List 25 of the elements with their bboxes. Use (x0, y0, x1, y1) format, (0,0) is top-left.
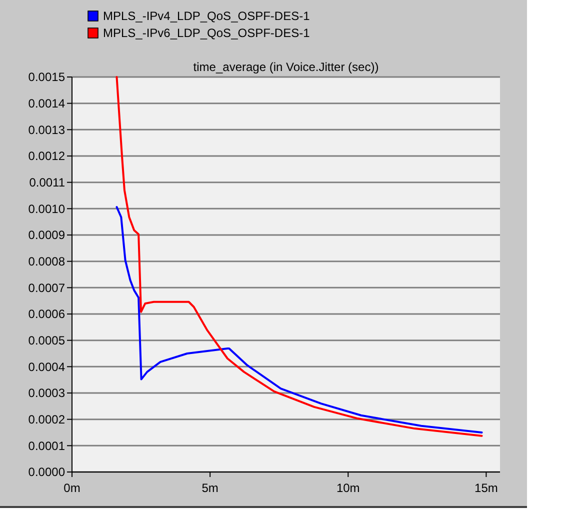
legend-label: MPLS_-IPv4_LDP_QoS_OSPF-DES-1 (103, 9, 310, 24)
y-tick-label: 0.0015 (28, 70, 66, 84)
y-tick-label: 0.0005 (28, 334, 66, 348)
y-tick-label: 0.0007 (28, 280, 66, 295)
y-tick-label: 0.0010 (28, 202, 66, 216)
y-tick-label: 0.0002 (28, 412, 66, 427)
x-tick-label: 15m (474, 481, 498, 495)
y-tick-label: 0.0000 (28, 465, 66, 480)
line-series (116, 76, 483, 437)
line-series (116, 206, 483, 434)
y-tick-label: 0.0012 (28, 149, 66, 164)
chart-title: time_average (in Voice.Jitter (sec)) (193, 60, 379, 74)
x-tick-label: 0m (64, 481, 80, 495)
y-tick-label: 0.0001 (28, 438, 66, 453)
y-tick-label: 0.0003 (28, 386, 66, 400)
legend-label: MPLS_-IPv6_LDP_QoS_OSPF-DES-1 (103, 26, 310, 40)
y-tick-label: 0.0009 (28, 228, 66, 242)
y-tick-label: 0.0008 (28, 254, 66, 269)
y-tick-label: 0.0014 (28, 96, 66, 111)
x-tick-label: 10m (336, 481, 360, 495)
y-tick-label: 0.0011 (29, 176, 66, 190)
y-tick-label: 0.0004 (28, 360, 66, 374)
x-tick-label: 5m (202, 481, 218, 495)
y-tick-label: 0.0006 (28, 307, 66, 322)
y-tick-label: 0.0013 (28, 122, 66, 137)
